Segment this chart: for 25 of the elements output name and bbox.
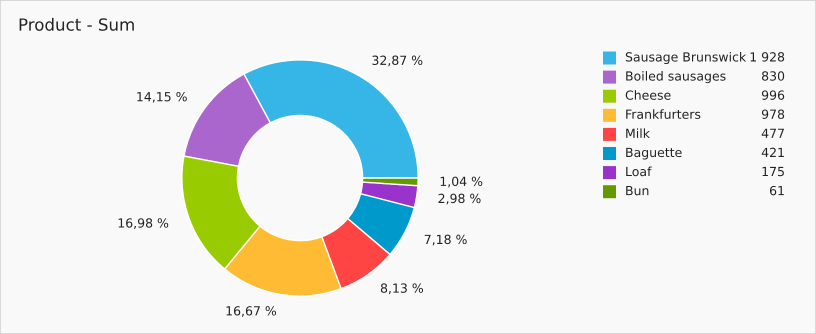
data-label: 16,98 %	[118, 218, 168, 229]
legend-label: Milk	[626, 128, 650, 138]
legend-label: Frankfurters	[626, 109, 700, 119]
text: 421	[762, 148, 784, 157]
legend-label: Baguette	[626, 148, 682, 160]
text: 1 928	[750, 52, 784, 62]
data-label: 7,18 %	[424, 234, 467, 246]
data-label: 1,04 %	[440, 176, 482, 188]
text: 830	[762, 71, 784, 81]
chart-title: Product - Sum	[20, 18, 134, 31]
legend-label: Sausage Brunswick	[626, 52, 746, 64]
data-label: 2,98 %	[438, 194, 481, 204]
data-label: 32,87 %	[372, 56, 422, 66]
legend-label: Bun	[626, 186, 648, 196]
text: 978	[762, 109, 784, 119]
text: 477	[762, 128, 784, 138]
legend-label: Loaf	[626, 166, 652, 176]
data-label: 8,13 %	[380, 283, 424, 294]
data-label: 14,15 %	[137, 92, 187, 103]
data-label: 16,67 %	[226, 306, 276, 317]
text: 996	[762, 90, 784, 100]
legend-label: Boiled sausages	[626, 71, 726, 84]
legend-label: Cheese	[626, 90, 671, 100]
text: 61	[770, 186, 784, 196]
text: 175	[762, 166, 784, 176]
